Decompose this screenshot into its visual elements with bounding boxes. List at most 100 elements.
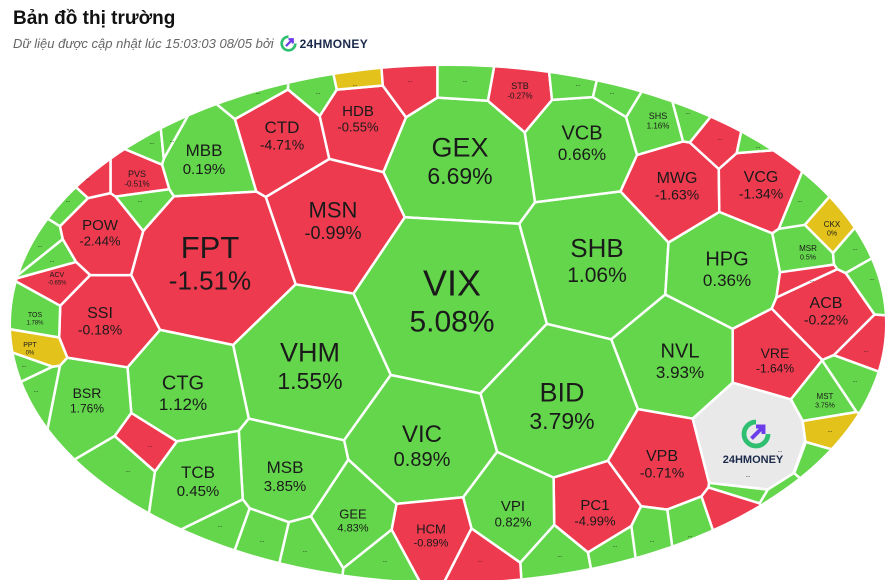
cell-symbol: CTD [265,118,300,137]
small-cell-label: ... [755,144,760,150]
cell-symbol: HCM [416,521,446,536]
small-cell[interactable] [379,60,439,119]
small-cell-label: ... [315,90,320,96]
small-cell[interactable] [0,116,90,228]
cell-change: 0.66% [558,145,606,164]
small-cell-label: ... [685,110,690,116]
cell-symbol: BID [539,378,584,408]
cell-symbol: MWG [657,170,698,187]
cell-change: 1.16% [647,121,670,130]
cell-symbol: MST [817,392,834,401]
cell-symbol: HDB [342,103,374,120]
cell-change: -2.44% [79,234,121,249]
small-cell-label: ... [852,378,857,384]
cells-layer [11,66,885,580]
cell-change: -0.89% [414,538,449,550]
small-cell-label: ... [863,348,868,354]
small-cell[interactable] [62,60,166,166]
cell-symbol: TCB [181,463,215,482]
cell-change: 1.12% [159,395,207,414]
cell-change: 0% [26,350,35,356]
cell-symbol: SHS [649,111,668,121]
cell-change: -1.64% [756,362,794,376]
cell-symbol: VHM [280,338,340,368]
small-cell[interactable] [707,481,769,505]
small-cell-label: ... [37,243,42,249]
cell-change: -0.71% [640,465,684,481]
small-cell-label: ... [649,538,654,544]
cell-symbol: PVS [128,169,146,179]
small-cell-label: ... [817,463,822,469]
small-cell[interactable] [441,527,523,580]
small-cell[interactable] [436,60,497,103]
cell-symbol: ACV [50,272,65,279]
cell-change: 3.93% [656,363,704,382]
watermark-logo: 24HMONEY [723,419,784,466]
cell-change: 1.78% [26,320,44,326]
small-cell[interactable] [519,523,596,580]
cell-change: -4.71% [260,137,304,153]
cell-change: 0.5% [800,254,816,261]
cell-symbol: MSN [309,197,358,222]
small-cell[interactable] [735,60,893,155]
brand-logo[interactable]: 24HMONEY [279,35,368,52]
cell-change: 0% [827,230,837,237]
cell-symbol: SHB [570,233,623,263]
small-cell[interactable] [114,188,176,233]
small-cell-label: ... [477,558,482,564]
cell-change: -1.34% [739,186,783,202]
small-cell-label: ... [809,278,814,284]
cell-change: -0.18% [78,322,122,338]
small-cell[interactable] [758,471,893,580]
cell-change: 1.06% [567,264,627,287]
small-cell-label: ... [731,518,736,524]
cell-symbol: NVL [661,340,700,362]
cell-change: -0.27% [507,91,532,100]
update-info: Dữ liệu được cập nhật lúc 15:03:03 08/05… [13,35,368,52]
cell-change: 0.82% [495,515,532,530]
cell-symbol: ACB [810,295,843,312]
cell-symbol: VCG [744,169,779,186]
small-cell-label: ... [255,90,260,96]
small-cell-label: ... [137,198,142,204]
cell-change: -4.99% [574,514,616,529]
cell-change: 1.76% [70,402,104,416]
small-cell-label: ... [125,468,130,474]
small-cell-label: ... [65,198,70,204]
small-cell-label: ... [302,548,307,554]
cell-change: -0.65% [47,280,67,286]
small-cell[interactable] [0,364,62,526]
brand-name: 24HMONEY [299,36,368,51]
small-cell-label: ... [852,246,857,252]
cell-symbol: MBB [186,141,223,160]
small-cell-label: ... [869,276,874,282]
small-cell[interactable] [792,440,893,560]
small-cell[interactable] [700,486,791,580]
small-cell[interactable] [775,263,839,299]
small-cell-label: ... [149,140,154,146]
small-cell-label: ... [745,473,750,479]
small-cell-label: ... [352,82,357,88]
cell-change: 0.45% [177,483,220,500]
small-cell-label: ... [797,198,802,204]
cell-symbol: GEX [431,133,488,163]
cell-symbol: TOS [28,312,43,319]
small-cell-label: ... [777,448,782,454]
cell-symbol: CKX [824,220,841,229]
cell-symbol: MSB [267,458,304,477]
small-cell[interactable] [0,60,112,200]
watermark-text: 24HMONEY [723,454,784,466]
small-cell-label: ... [687,533,692,539]
cell-change: 0.36% [703,271,751,290]
small-cell[interactable] [0,434,157,580]
small-cell-label: ... [612,543,617,549]
cell-symbol: HPG [705,248,748,270]
cell-symbol: BSR [73,385,102,401]
update-text: Dữ liệu được cập nhật lúc 15:03:03 08/05… [13,36,274,51]
page-title: Bản đồ thị trường [13,8,176,29]
cell-symbol: VPI [501,498,525,515]
cell-change: -1.63% [655,187,699,203]
cell-change: -1.51% [169,265,251,295]
small-cell[interactable] [792,439,808,475]
